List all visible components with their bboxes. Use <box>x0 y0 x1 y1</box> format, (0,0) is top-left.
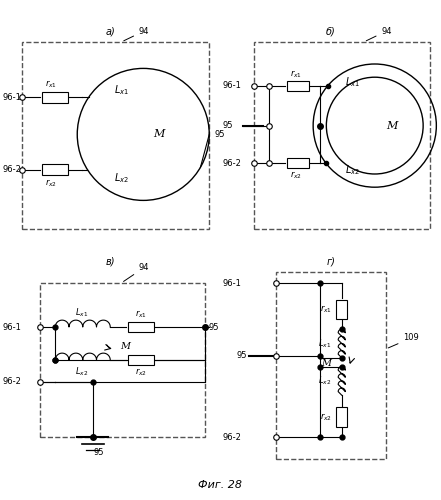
Bar <box>254 42 430 229</box>
Text: $L_{x1}$: $L_{x1}$ <box>345 74 360 88</box>
Text: 96-1: 96-1 <box>3 322 21 332</box>
Bar <box>128 355 154 365</box>
Text: 96-1: 96-1 <box>3 92 21 102</box>
Text: 96-2: 96-2 <box>223 158 242 168</box>
Text: $L_{x2}$: $L_{x2}$ <box>114 172 129 185</box>
Text: M: M <box>153 130 164 140</box>
Text: 95: 95 <box>215 130 225 139</box>
Text: M: M <box>387 120 398 130</box>
Text: $r_{x1}$: $r_{x1}$ <box>45 78 57 90</box>
Text: $L_{x1}$: $L_{x1}$ <box>114 84 129 98</box>
Text: 96-2: 96-2 <box>3 165 21 174</box>
Text: $r_{x2}$: $r_{x2}$ <box>289 170 302 181</box>
Text: б): б) <box>326 26 336 36</box>
Text: $r_{x2}$: $r_{x2}$ <box>45 177 57 188</box>
Text: 95: 95 <box>223 121 233 130</box>
Text: г): г) <box>326 256 335 266</box>
Bar <box>287 158 309 168</box>
Text: 95: 95 <box>94 448 105 457</box>
Text: $r_{x2}$: $r_{x2}$ <box>135 366 147 378</box>
Bar <box>40 283 205 437</box>
Text: в): в) <box>105 256 115 266</box>
Text: $r_{x1}$: $r_{x1}$ <box>320 304 333 315</box>
Text: 96-2: 96-2 <box>3 378 21 386</box>
Text: 94: 94 <box>366 26 392 41</box>
Text: 94: 94 <box>124 26 149 41</box>
Text: $L_{x1}$: $L_{x1}$ <box>75 306 88 319</box>
Text: а): а) <box>105 26 115 36</box>
Text: $L_{x2}$: $L_{x2}$ <box>75 366 88 378</box>
Text: 95: 95 <box>208 322 219 332</box>
Text: M: M <box>321 359 331 368</box>
Bar <box>22 42 209 229</box>
Text: 96-1: 96-1 <box>223 278 242 287</box>
Text: $r_{x1}$: $r_{x1}$ <box>290 68 302 80</box>
Text: $L_{x1}$: $L_{x1}$ <box>318 337 331 350</box>
Text: 96-1: 96-1 <box>223 82 242 90</box>
Text: $L_{x2}$: $L_{x2}$ <box>345 162 360 176</box>
Bar <box>42 164 68 175</box>
Bar <box>336 300 347 320</box>
Text: $r_{x2}$: $r_{x2}$ <box>320 412 333 423</box>
Text: 94: 94 <box>123 263 149 281</box>
Bar <box>276 272 386 459</box>
Text: M: M <box>121 342 131 351</box>
Text: Фиг. 28: Фиг. 28 <box>198 480 243 490</box>
Text: $L_{x2}$: $L_{x2}$ <box>318 374 331 387</box>
Text: $r_{x1}$: $r_{x1}$ <box>135 308 147 320</box>
Text: 109: 109 <box>388 334 419 348</box>
Text: 95: 95 <box>237 351 247 360</box>
Bar <box>336 408 347 427</box>
Bar <box>128 322 154 332</box>
Bar <box>42 92 68 102</box>
Bar <box>287 81 309 91</box>
Text: 96-2: 96-2 <box>223 432 242 442</box>
